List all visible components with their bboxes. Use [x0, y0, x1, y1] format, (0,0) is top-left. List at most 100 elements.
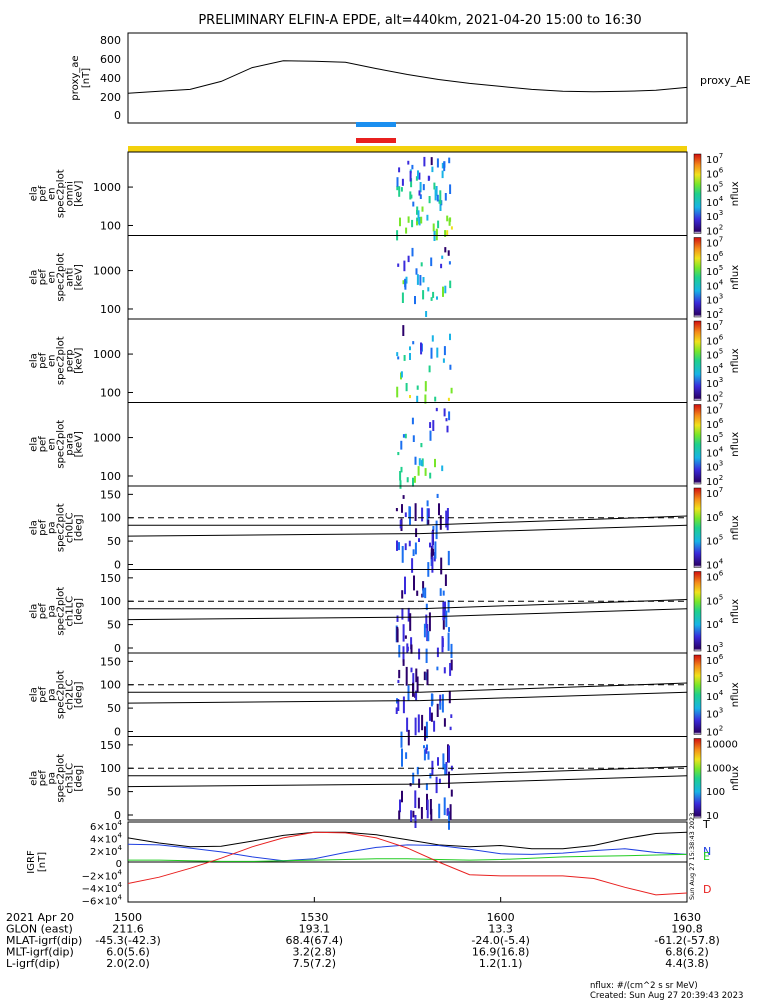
pa-line-lower-slope [419, 691, 688, 702]
panel-ytick: 1000 [93, 265, 121, 278]
colorbar-tick: 105 [706, 431, 723, 445]
panel-ylabel: spec2plot [55, 253, 66, 302]
colorbar [693, 654, 702, 735]
panel-ylabel: spec2plot [55, 754, 66, 803]
proxy-ae-ytick-800: 800 [100, 34, 121, 47]
orbit-cell: 190.8 [671, 923, 703, 936]
colorbar-tick: 104 [706, 278, 724, 292]
panel-ytick: 150 [100, 572, 121, 585]
colorbar-tick: 102 [706, 224, 723, 238]
pa-line-lower [127, 700, 420, 704]
panel-frame [127, 736, 688, 821]
panel-ylabel: spec2plot [55, 587, 66, 636]
orbit-cell: 1600 [487, 911, 515, 924]
colorbar [693, 320, 702, 401]
proxy-ae-ytick-0: 0 [114, 109, 121, 122]
colorbar-tick: 102 [706, 391, 723, 405]
orbit-cell: 1500 [114, 911, 142, 924]
colorbar-label: nflux [730, 348, 741, 373]
panel-ytick: 1000 [93, 348, 121, 361]
panel-ylabel: pef [37, 269, 48, 286]
panel-ylabel: pa [46, 689, 57, 701]
panel-ylabel: pa [46, 522, 57, 534]
orbit-cell: 1630 [673, 911, 701, 924]
panel-ylabel: [keV] [73, 181, 84, 207]
colorbar-label: nflux [730, 766, 741, 791]
colorbar-tick: 106 [706, 333, 724, 347]
orbit-cell: 13.3 [488, 923, 513, 936]
orbit-cell: 6.0(5.6) [106, 946, 150, 959]
colorbar-tick: 106 [706, 570, 724, 584]
panel-ylabel: spec2plot [55, 503, 66, 552]
panel-ylabel: ela [28, 687, 39, 702]
colorbar-tick: 103 [706, 707, 723, 721]
pa-line-lower-slope [419, 524, 688, 535]
colorbar-tick: 100 [706, 787, 725, 798]
igrf-ytick: 4×104 [90, 831, 122, 845]
igrf-legend-D: D [703, 883, 711, 896]
chart-title: PRELIMINARY ELFIN-A EPDE, alt=440km, 202… [198, 13, 641, 28]
igrf-legend-T: T [702, 818, 710, 831]
panel-ylabel: ela [28, 270, 39, 285]
colorbar-tick: 107 [706, 486, 723, 500]
spectrogram-pixels [396, 325, 453, 404]
igrf-side-timestamp: Sun Aug 27 15:38:43 2023 [688, 813, 696, 900]
colorbar-tick: 104 [706, 195, 724, 209]
panel-ylabel: perp [64, 349, 75, 372]
panel-ytick: 50 [107, 786, 121, 799]
colorbar-tick: 104 [706, 689, 724, 703]
panel-ylabel: ela [28, 604, 39, 619]
orbit-cell: 2.0(2.0) [106, 957, 150, 970]
colorbar-tick: 102 [706, 725, 723, 739]
panel-ylabel: ela [28, 437, 39, 452]
colorbar-tick: 104 [706, 362, 724, 376]
spectrogram-pixels [395, 493, 450, 577]
panel-ytick: 100 [100, 595, 121, 608]
igrf-ytick: −6×104 [82, 893, 123, 907]
pa-line-upper-slope [419, 515, 688, 526]
colorbar-label: nflux [730, 599, 741, 624]
panel-ytick: 0 [114, 558, 121, 571]
colorbar-label: nflux [730, 181, 741, 206]
panel-ylabel: en [46, 188, 57, 201]
panel-ylabel: ch0LC [64, 512, 75, 543]
colorbar-tick: 105 [706, 593, 723, 607]
panel-ytick: 100 [100, 470, 121, 483]
igrf-ytick: 2×104 [90, 844, 122, 858]
igrf-line-N [127, 843, 688, 862]
igrf-ytick: 6×104 [90, 819, 122, 833]
panel-ylabel: spec2plot [55, 169, 66, 218]
panel-ylabel: spec2plot [55, 670, 66, 719]
panel-ytick: 100 [100, 512, 121, 525]
pa-line-lower-slope [419, 775, 688, 785]
colorbar [693, 571, 702, 652]
spectrogram-pixels [395, 574, 453, 663]
orbit-cell: 16.9(16.8) [472, 946, 530, 959]
panel-ylabel: en [46, 355, 57, 368]
panel-ylabel: pef [37, 519, 48, 536]
panel-ylabel: pef [37, 603, 48, 620]
panel-ylabel: ela [28, 186, 39, 201]
panel-ylabel: en [46, 438, 57, 451]
colorbar-tick: 106 [706, 417, 724, 431]
panel-ylabel: pef [37, 185, 48, 202]
colorbar-tick: 104 [706, 558, 724, 572]
orbit-row-label: MLT-igrf(dip) [6, 946, 74, 959]
igrf-legend-E: E [703, 850, 710, 863]
orbit-row-label: 2021 Apr 20 [6, 911, 74, 924]
colorbar-tick: 107 [706, 403, 723, 417]
colorbar [693, 404, 702, 485]
proxy-ae-frame [127, 32, 688, 124]
panel-ytick: 150 [100, 488, 121, 501]
panel-ylabel: para [64, 433, 75, 456]
orbit-cell: 1.2(1.1) [479, 957, 523, 970]
sz-yellow-bar [128, 146, 687, 152]
orbit-row-label: L-igrf(dip) [6, 957, 60, 970]
colorbar-tick: 10 [706, 811, 719, 822]
